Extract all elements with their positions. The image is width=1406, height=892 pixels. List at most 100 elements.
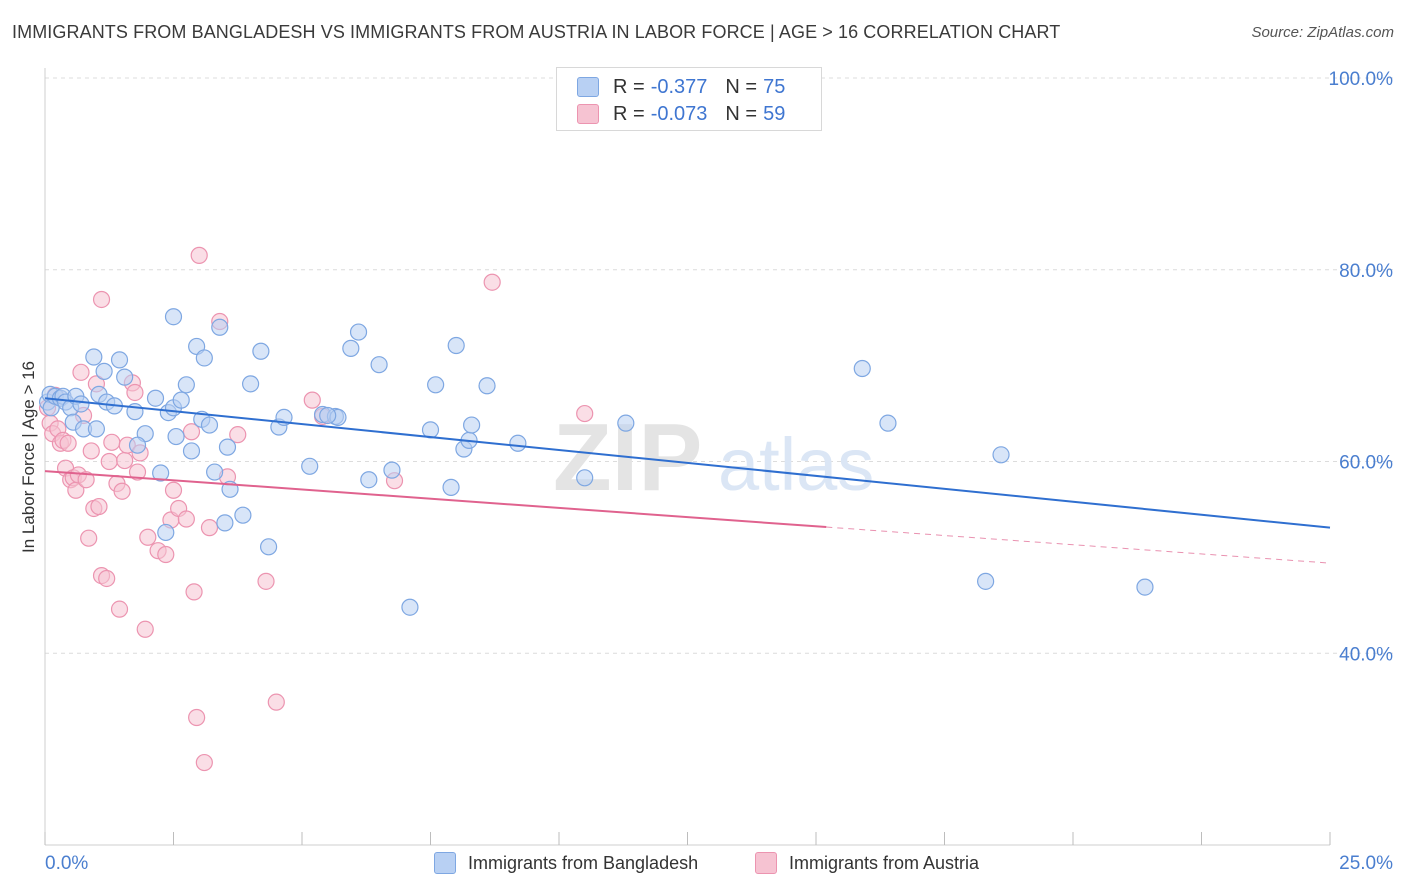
- bangladesh-point: [370, 356, 388, 374]
- stats-legend: R = -0.377 N = 75 R = -0.073 N = 59: [556, 67, 822, 131]
- legend-item-bangladesh[interactable]: Immigrants from Bangladesh: [434, 852, 698, 874]
- bangladesh-point: [146, 389, 165, 407]
- austria-point: [182, 423, 201, 441]
- source-credit: Source: ZipAtlas.com: [1251, 24, 1394, 41]
- bangladesh-point: [342, 339, 360, 357]
- legend-n-value: 59: [763, 102, 786, 125]
- austria-point: [110, 600, 129, 618]
- bangladesh-point: [206, 463, 224, 481]
- tick-labels: 40.0% 60.0% 80.0% 100.0% 0.0% 25.0%: [45, 69, 1393, 874]
- bangladesh-point: [478, 377, 496, 395]
- y-tick-label: 100.0%: [1329, 69, 1394, 90]
- legend-label: Immigrants from Austria: [789, 852, 980, 873]
- bangladesh-point: [182, 442, 201, 460]
- bangladesh-point: [992, 446, 1010, 464]
- austria-point: [200, 519, 219, 537]
- bangladesh-point: [200, 416, 219, 434]
- legend-swatch-blue: [434, 852, 456, 874]
- bangladesh-point: [211, 318, 229, 336]
- austria-point: [188, 708, 206, 727]
- austria-point: [92, 290, 111, 309]
- austria-point: [126, 383, 144, 402]
- austria-point: [177, 510, 195, 528]
- austria-point: [257, 572, 275, 590]
- legend-r-label: R =: [613, 75, 645, 98]
- series-legend: Immigrants from Bangladesh Immigrants fr…: [0, 852, 1406, 878]
- austria-point: [80, 529, 98, 547]
- bangladesh-point: [218, 438, 237, 456]
- bangladesh-point: [72, 395, 90, 413]
- bangladesh-point: [617, 414, 635, 432]
- bangladesh-point: [447, 336, 465, 355]
- legend-swatch-pink: [755, 852, 777, 874]
- austria-point: [303, 391, 321, 409]
- bangladesh-point: [349, 323, 368, 341]
- austria-point: [82, 442, 100, 460]
- bangladesh-point: [509, 434, 527, 452]
- legend-item-austria[interactable]: Immigrants from Austria: [755, 852, 979, 874]
- bangladesh-point: [319, 406, 337, 425]
- austria-point: [128, 463, 147, 481]
- austria-point: [136, 620, 154, 638]
- legend-n-label: N =: [725, 75, 758, 98]
- austria-point: [267, 693, 285, 711]
- austria-point: [185, 583, 203, 601]
- bangladesh-point: [164, 308, 183, 326]
- axes: [44, 68, 1331, 846]
- bangladesh-point: [1136, 578, 1154, 596]
- bangladesh-point: [172, 391, 190, 409]
- legend-r-value: -0.377: [650, 75, 708, 98]
- austria-point: [100, 452, 118, 471]
- austria-point: [483, 273, 501, 291]
- legend-row-bangladesh: R = -0.377 N = 75: [577, 74, 803, 100]
- x-tick-label: 0.0%: [45, 853, 88, 874]
- bangladesh-point: [87, 420, 106, 438]
- austria-point: [157, 545, 175, 564]
- legend-n-label: N =: [725, 102, 758, 125]
- austria-point: [72, 363, 90, 381]
- legend-r-value: -0.073: [650, 102, 708, 125]
- bangladesh-point: [977, 572, 995, 590]
- bangladesh-point: [234, 506, 252, 524]
- austria-point: [113, 482, 131, 500]
- austria-point: [139, 528, 157, 546]
- austria-point: [116, 451, 134, 470]
- bangladesh-point: [110, 351, 129, 369]
- austria-point: [98, 569, 116, 588]
- bangladesh-trend-line: [44, 397, 1331, 529]
- bangladesh-point: [879, 414, 897, 432]
- bangladesh-point: [252, 342, 270, 360]
- bangladesh-point: [259, 538, 278, 556]
- gridlines: [45, 77, 1394, 654]
- x-tick-label: 25.0%: [1339, 853, 1393, 874]
- bangladesh-point: [116, 368, 134, 386]
- bangladesh-point: [383, 461, 401, 479]
- austria-point: [195, 753, 213, 772]
- austria-trend-line: [44, 470, 827, 529]
- austria-point: [190, 246, 208, 264]
- bangladesh-point: [128, 436, 147, 454]
- austria-point: [90, 497, 108, 516]
- legend-n-value: 75: [763, 75, 786, 98]
- bangladesh-point: [360, 471, 378, 489]
- austria-point: [164, 481, 183, 499]
- chart-title: IMMIGRANTS FROM BANGLADESH VS IMMIGRANTS…: [12, 22, 1061, 42]
- y-tick-label: 80.0%: [1339, 261, 1393, 282]
- legend-row-austria: R = -0.073 N = 59: [577, 101, 803, 127]
- bangladesh-point: [157, 523, 175, 542]
- legend-r-label: R =: [613, 102, 645, 125]
- bangladesh-point: [216, 514, 234, 532]
- bangladesh-point: [195, 349, 213, 367]
- austria-point: [77, 471, 95, 489]
- y-tick-label: 60.0%: [1339, 453, 1393, 474]
- legend-swatch-blue: [577, 77, 599, 97]
- bangladesh-point: [463, 416, 481, 434]
- bangladesh-point: [421, 421, 440, 439]
- watermark: ZIP atlas: [553, 404, 874, 511]
- legend-swatch-pink: [577, 104, 599, 124]
- austria-point: [576, 404, 594, 423]
- bangladesh-point: [853, 359, 871, 378]
- bangladesh-point: [152, 464, 170, 482]
- legend-label: Immigrants from Bangladesh: [468, 852, 699, 873]
